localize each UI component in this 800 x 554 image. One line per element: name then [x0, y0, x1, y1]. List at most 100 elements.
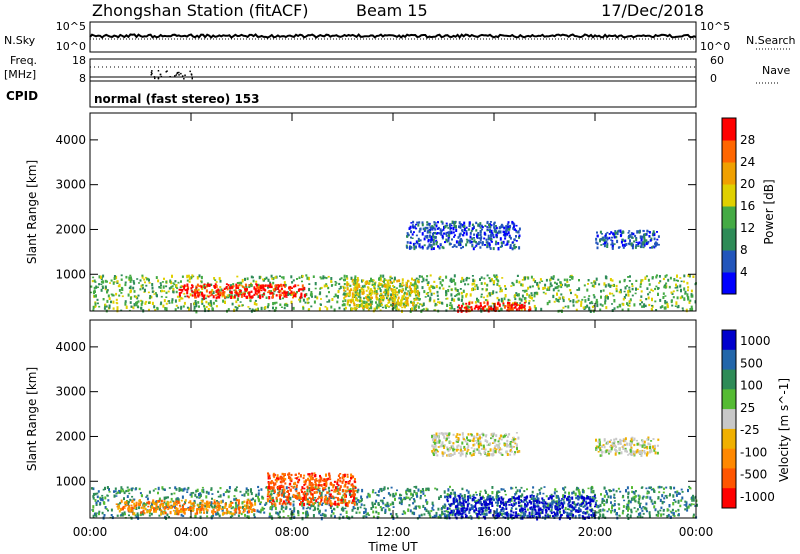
heatmap-cell	[356, 282, 359, 284]
heatmap-cell	[557, 285, 560, 288]
heatmap-cell	[268, 482, 270, 486]
heatmap-cell	[124, 300, 127, 303]
heatmap-cell	[523, 302, 526, 304]
heatmap-cell	[237, 285, 240, 288]
heatmap-cell	[501, 277, 504, 279]
heatmap-cell	[496, 491, 498, 495]
heatmap-cell	[206, 504, 209, 508]
heatmap-cell	[482, 495, 484, 499]
heatmap-cell	[341, 501, 344, 504]
heatmap-cell	[255, 493, 258, 497]
heatmap-cell	[554, 506, 557, 510]
heatmap-cell	[441, 453, 444, 457]
heatmap-cell	[258, 498, 260, 502]
heatmap-cell	[324, 514, 327, 517]
heatmap-cell	[685, 308, 688, 313]
heatmap-cell	[380, 295, 382, 300]
heatmap-cell	[434, 231, 437, 235]
heatmap-cell	[453, 236, 455, 238]
heatmap-cell	[210, 487, 213, 491]
heatmap-cell	[450, 293, 453, 297]
heatmap-cell	[370, 507, 373, 510]
colorbar-tick-label: 28	[740, 133, 755, 147]
heatmap-cell	[633, 495, 636, 499]
colorbar-segment	[722, 272, 736, 295]
heatmap-cell	[279, 476, 282, 479]
heatmap-cell	[292, 306, 295, 310]
heatmap-cell	[254, 499, 257, 502]
heatmap-cell	[267, 472, 269, 475]
heatmap-cell	[605, 276, 608, 280]
freq-point	[178, 74, 180, 76]
heatmap-cell	[197, 505, 200, 509]
heatmap-cell	[182, 505, 184, 508]
heatmap-cell	[319, 497, 322, 499]
heatmap-cell	[196, 290, 199, 295]
heatmap-cell	[439, 281, 442, 285]
heatmap-cell	[406, 241, 409, 244]
heatmap-cell	[197, 301, 200, 304]
heatmap-cell	[318, 509, 321, 513]
heatmap-cell	[280, 508, 283, 511]
heatmap-cell	[692, 275, 695, 278]
heatmap-cell	[405, 297, 408, 301]
heatmap-cell	[320, 303, 322, 306]
heatmap-cell	[124, 283, 127, 287]
heatmap-cell	[451, 238, 453, 241]
heatmap-cell	[437, 435, 440, 439]
heatmap-cell	[267, 498, 269, 503]
heatmap-cell	[507, 231, 510, 235]
heatmap-cell	[500, 452, 503, 455]
heatmap-cell	[309, 489, 312, 492]
heatmap-cell	[552, 275, 555, 278]
heatmap-cell	[135, 506, 138, 510]
heatmap-cell	[141, 286, 144, 290]
heatmap-cell	[285, 505, 288, 509]
heatmap-cell	[328, 474, 331, 476]
heatmap-cell	[450, 281, 453, 283]
heatmap-cell	[676, 285, 679, 289]
heatmap-cell	[108, 297, 111, 300]
heatmap-cell	[498, 226, 501, 230]
heatmap-cell	[148, 512, 151, 515]
heatmap-cell	[533, 304, 536, 309]
heatmap-cell	[201, 302, 204, 305]
heatmap-cell	[443, 225, 445, 229]
heatmap-cell	[352, 500, 355, 502]
heatmap-cell	[298, 491, 301, 495]
heatmap-cell	[314, 507, 316, 511]
heatmap-cell	[342, 285, 345, 288]
heatmap-cell	[455, 507, 458, 510]
heatmap-cell	[141, 275, 144, 279]
heatmap-cell	[184, 500, 187, 504]
heatmap-cell	[674, 305, 677, 307]
heatmap-cell	[621, 496, 624, 499]
heatmap-cell	[610, 490, 613, 492]
colorbar-segment	[722, 206, 736, 229]
heatmap-cell	[241, 293, 243, 296]
heatmap-cell	[303, 474, 306, 477]
heatmap-cell	[360, 287, 363, 290]
heatmap-cell	[289, 502, 292, 506]
heatmap-cell	[202, 507, 205, 511]
heatmap-cell	[453, 274, 456, 278]
heatmap-cell	[653, 489, 655, 493]
heatmap-cell	[362, 290, 365, 295]
heatmap-cell	[220, 288, 223, 292]
heatmap-cell	[221, 292, 224, 296]
heatmap-cell	[346, 502, 349, 506]
heatmap-cell	[613, 299, 616, 303]
heatmap-cell	[413, 297, 416, 300]
heatmap-cell	[468, 221, 471, 225]
heatmap-cell	[463, 448, 466, 451]
heatmap-cell	[170, 492, 173, 496]
heatmap-cell	[424, 507, 427, 511]
heatmap-cell	[627, 508, 629, 512]
heatmap-cell	[393, 300, 396, 302]
heatmap-cell	[374, 288, 377, 291]
heatmap-cell	[609, 284, 612, 288]
heatmap-cell	[127, 500, 130, 504]
heatmap-cell	[227, 495, 230, 499]
heatmap-cell	[376, 494, 379, 496]
heatmap-cell	[639, 514, 642, 518]
